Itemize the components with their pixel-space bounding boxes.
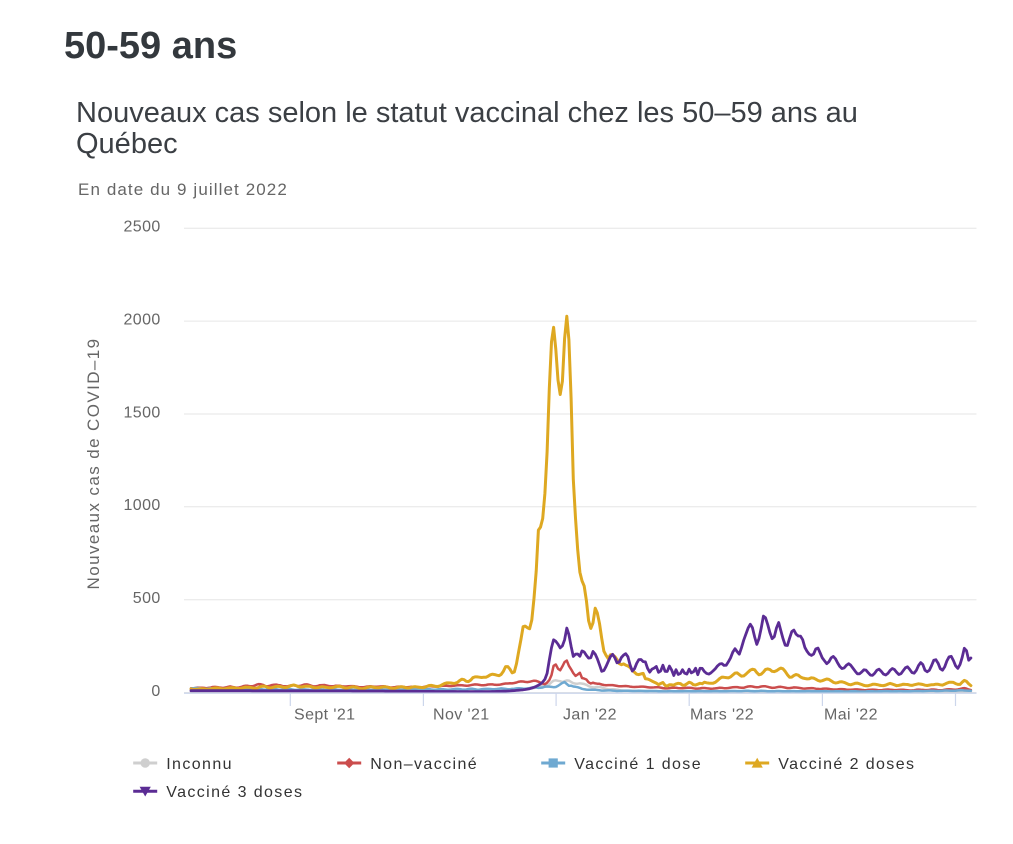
svg-text:Jan '22: Jan '22 <box>563 707 617 724</box>
svg-text:Inconnu: Inconnu <box>166 756 233 773</box>
svg-text:1000: 1000 <box>123 497 160 514</box>
svg-text:2000: 2000 <box>123 312 160 329</box>
svg-text:Mars '22: Mars '22 <box>690 707 754 724</box>
svg-text:Nov '21: Nov '21 <box>433 707 490 724</box>
svg-text:Vacciné 1 dose: Vacciné 1 dose <box>574 756 702 773</box>
svg-text:Sept '21: Sept '21 <box>294 707 355 724</box>
svg-text:Nouveaux cas de COVID–19: Nouveaux cas de COVID–19 <box>84 338 103 590</box>
svg-text:Mai '22: Mai '22 <box>824 707 878 724</box>
svg-text:Vacciné 3 doses: Vacciné 3 doses <box>166 784 303 801</box>
svg-text:500: 500 <box>133 590 161 607</box>
svg-text:Non–vacciné: Non–vacciné <box>370 756 478 773</box>
svg-text:Vacciné 2 doses: Vacciné 2 doses <box>778 756 915 773</box>
svg-text:0: 0 <box>151 683 160 700</box>
svg-text:2500: 2500 <box>123 219 160 236</box>
svg-text:1500: 1500 <box>123 404 160 421</box>
